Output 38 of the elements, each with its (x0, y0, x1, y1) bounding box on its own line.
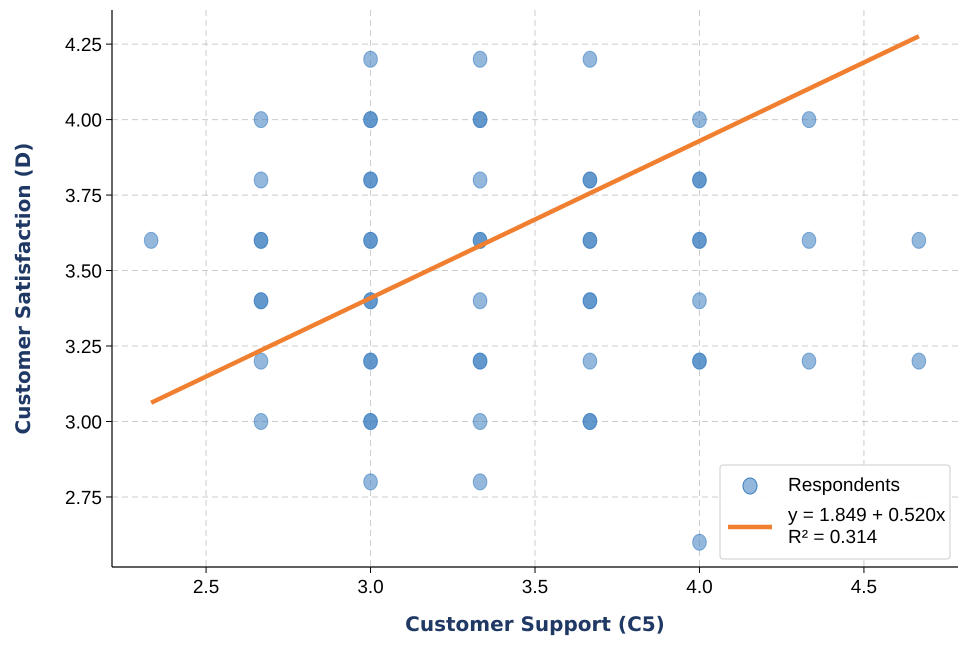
y-tick-label: 3.50 (65, 262, 102, 283)
y-tick-label: 3.25 (65, 337, 102, 358)
point (802, 352, 816, 370)
y-tick-label: 3.75 (65, 186, 102, 208)
y-tick-label: 4.25 (65, 35, 102, 56)
point (472, 412, 488, 430)
x-tick-label: 2.5 (192, 577, 220, 598)
point (912, 352, 926, 370)
y-axis-title: Customer Satisfaction (D) (11, 142, 35, 434)
x-tick-label: 3.0 (357, 577, 384, 598)
y-tick-label: 3.00 (65, 412, 102, 434)
point (254, 352, 268, 370)
legend-label: Respondents (788, 475, 900, 496)
point (802, 232, 816, 249)
y-tick-label: 2.75 (65, 488, 102, 509)
point (912, 232, 926, 249)
x-tick-label: 3.5 (522, 577, 548, 598)
x-axis-title: Customer Support (C5) (405, 612, 665, 636)
point (582, 352, 598, 370)
legend-label: y = 1.849 + 0.520x R² = 0.314 (788, 505, 946, 548)
point (472, 171, 488, 188)
point (692, 111, 707, 128)
y-tick-label: 4.00 (65, 110, 102, 132)
point (692, 534, 707, 551)
point (363, 473, 378, 490)
point (802, 111, 816, 128)
point (254, 171, 268, 188)
point (472, 292, 488, 310)
point (363, 50, 378, 68)
point (692, 292, 707, 310)
point (472, 473, 488, 490)
point (254, 412, 268, 430)
point (144, 232, 158, 249)
point (472, 50, 488, 68)
point (254, 111, 268, 128)
x-tick-label: 4.0 (686, 577, 713, 598)
x-tick-label: 4.5 (850, 577, 878, 598)
point (582, 50, 598, 68)
